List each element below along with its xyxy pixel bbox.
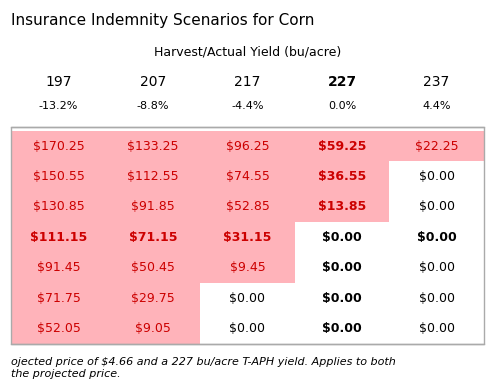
Bar: [390, 131, 484, 161]
Bar: [295, 161, 390, 192]
Text: $0.00: $0.00: [322, 322, 362, 335]
Text: $0.00: $0.00: [230, 322, 266, 335]
Text: 4.4%: 4.4%: [422, 101, 451, 111]
Bar: [200, 192, 295, 222]
Text: 207: 207: [140, 75, 166, 90]
Text: $96.25: $96.25: [226, 140, 270, 153]
Text: $22.25: $22.25: [414, 140, 459, 153]
Bar: [106, 313, 200, 344]
Bar: [200, 252, 295, 283]
Text: $0.00: $0.00: [322, 231, 362, 244]
Text: $50.45: $50.45: [131, 261, 175, 274]
Bar: [200, 131, 295, 161]
Text: $13.85: $13.85: [318, 200, 366, 213]
Bar: [106, 161, 200, 192]
Bar: [106, 222, 200, 252]
Text: $0.00: $0.00: [230, 291, 266, 304]
Text: $91.45: $91.45: [36, 261, 80, 274]
Text: $71.75: $71.75: [36, 291, 80, 304]
Text: $0.00: $0.00: [418, 261, 454, 274]
Text: -8.8%: -8.8%: [136, 101, 169, 111]
Text: $0.00: $0.00: [418, 170, 454, 183]
Text: $133.25: $133.25: [127, 140, 178, 153]
Text: $0.00: $0.00: [416, 231, 457, 244]
Text: $0.00: $0.00: [322, 291, 362, 304]
Text: $0.00: $0.00: [418, 291, 454, 304]
Bar: [11, 313, 106, 344]
Text: $130.85: $130.85: [32, 200, 84, 213]
Text: 227: 227: [328, 75, 356, 90]
Bar: [106, 131, 200, 161]
Text: $170.25: $170.25: [32, 140, 84, 153]
Bar: [11, 222, 106, 252]
Text: $111.15: $111.15: [30, 231, 87, 244]
Text: $29.75: $29.75: [131, 291, 175, 304]
Bar: [295, 192, 390, 222]
Bar: [295, 131, 390, 161]
Text: 0.0%: 0.0%: [328, 101, 356, 111]
Text: $52.05: $52.05: [36, 322, 80, 335]
Text: $74.55: $74.55: [226, 170, 270, 183]
Text: $31.15: $31.15: [224, 231, 272, 244]
Bar: [106, 192, 200, 222]
Bar: [11, 192, 106, 222]
Bar: [11, 131, 106, 161]
Text: $9.05: $9.05: [135, 322, 171, 335]
Text: $52.85: $52.85: [226, 200, 270, 213]
Text: 197: 197: [45, 75, 72, 90]
Text: $71.15: $71.15: [128, 231, 177, 244]
Text: $0.00: $0.00: [418, 322, 454, 335]
Bar: [11, 252, 106, 283]
Text: Insurance Indemnity Scenarios for Corn: Insurance Indemnity Scenarios for Corn: [11, 13, 314, 28]
Text: -4.4%: -4.4%: [231, 101, 264, 111]
Bar: [200, 222, 295, 252]
Bar: [200, 161, 295, 192]
Bar: [11, 127, 484, 344]
Bar: [11, 283, 106, 313]
Text: $0.00: $0.00: [418, 200, 454, 213]
Text: $59.25: $59.25: [318, 140, 366, 153]
Text: ojected price of $4.66 and a 227 bu/acre T-APH yield. Applies to both
the projec: ojected price of $4.66 and a 227 bu/acre…: [11, 357, 396, 378]
Text: $112.55: $112.55: [127, 170, 179, 183]
Text: Harvest/Actual Yield (bu/acre): Harvest/Actual Yield (bu/acre): [154, 46, 341, 59]
Bar: [11, 161, 106, 192]
Text: $150.55: $150.55: [32, 170, 84, 183]
Text: $91.85: $91.85: [131, 200, 175, 213]
Text: $9.45: $9.45: [230, 261, 266, 274]
Text: $0.00: $0.00: [322, 261, 362, 274]
Bar: [106, 252, 200, 283]
Bar: [106, 283, 200, 313]
Text: 237: 237: [424, 75, 450, 90]
Text: 217: 217: [234, 75, 260, 90]
Text: $36.55: $36.55: [318, 170, 366, 183]
Text: -13.2%: -13.2%: [39, 101, 78, 111]
